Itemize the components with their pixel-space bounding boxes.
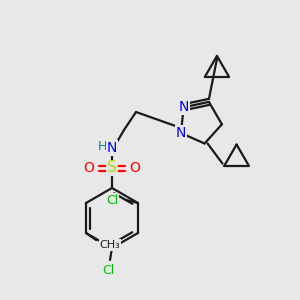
- Text: S: S: [107, 160, 117, 175]
- Text: N: N: [176, 126, 186, 140]
- Text: Cl: Cl: [102, 263, 114, 277]
- Text: H: H: [97, 140, 107, 154]
- Text: O: O: [130, 161, 140, 175]
- Text: CH₃: CH₃: [100, 240, 120, 250]
- Text: N: N: [178, 100, 189, 114]
- Text: N: N: [107, 141, 117, 155]
- Text: O: O: [84, 161, 94, 175]
- Text: Cl: Cl: [106, 194, 118, 206]
